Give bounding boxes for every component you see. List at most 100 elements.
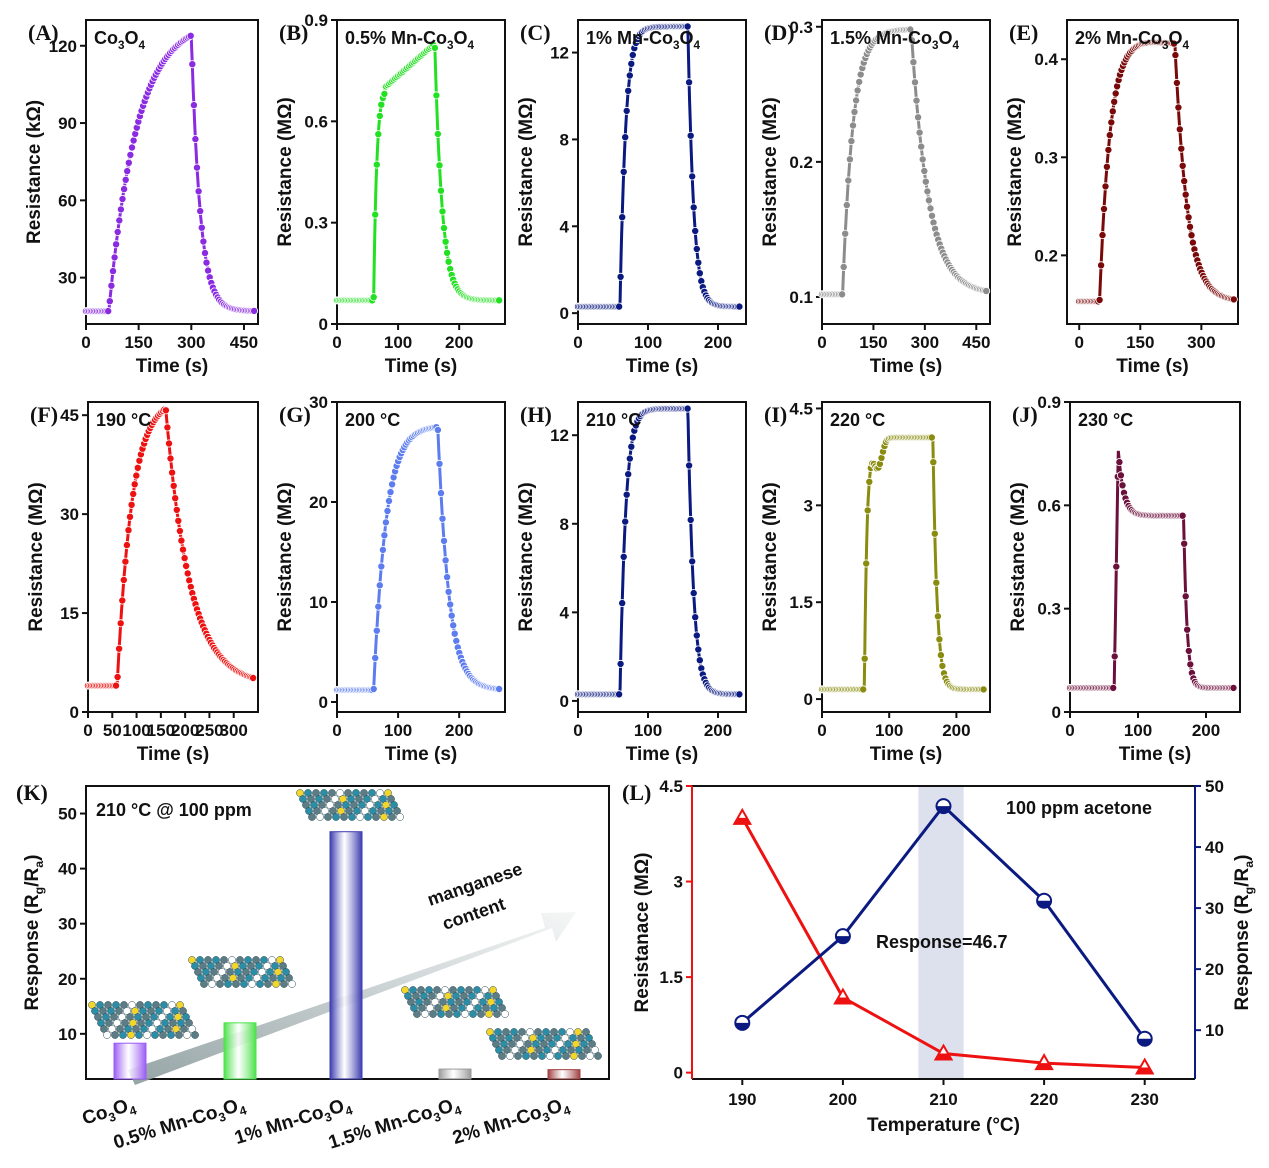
panel-note: 2% Mn-Co3O4	[1075, 28, 1190, 52]
data-point	[1186, 222, 1195, 231]
data-point	[375, 581, 384, 590]
panel-D: 0 150 300 450 0.1 0.2 0.3 Time (s) Resistance (M…	[760, 18, 991, 377]
data-point	[132, 471, 141, 480]
y-tick-label: 4	[560, 603, 570, 622]
data-point	[622, 106, 631, 115]
x-tick-label: 100	[122, 721, 150, 740]
data-point	[621, 517, 630, 526]
data-point	[1181, 592, 1190, 601]
data-point	[1109, 683, 1118, 692]
data-point	[692, 244, 701, 253]
panel-label: (L)	[622, 780, 651, 805]
y-axis-label: Resistance (MΩ)	[516, 97, 537, 246]
data-point	[185, 576, 194, 585]
y-tick-label: 1.5	[789, 593, 813, 612]
data-point	[909, 58, 918, 67]
data-point	[171, 494, 180, 503]
x-tick-label: 200	[704, 721, 732, 740]
y-left-tick-label: 4.5	[659, 777, 683, 796]
data-point	[838, 290, 847, 299]
data-point	[127, 143, 136, 152]
data-point	[115, 216, 124, 225]
data-point	[116, 619, 125, 628]
y-tick-label: 0.3	[1034, 148, 1058, 167]
data-point	[915, 128, 924, 137]
panel-I: 0 100 200 0 1.5 3 4.5 Time (s) Resistance (MΩ) (I…	[760, 399, 991, 765]
data-point	[920, 166, 929, 175]
data-point	[372, 626, 381, 635]
data-point	[115, 644, 124, 653]
data-point	[1170, 39, 1179, 48]
x-tick-label: 300	[1187, 333, 1215, 352]
x-tick-label: 250	[195, 721, 223, 740]
data-point	[369, 293, 378, 302]
data-point	[123, 167, 132, 176]
x-axis-label: Time (s)	[626, 356, 699, 377]
data-point	[683, 404, 692, 413]
data-point	[375, 111, 384, 120]
x-tick-label: 0	[83, 721, 92, 740]
data-point	[443, 248, 452, 257]
x-axis-label: Time (s)	[1119, 744, 1192, 765]
panel-note: 210 °C @ 100 ppm	[96, 800, 252, 820]
plot-frame	[821, 401, 991, 713]
data-point	[386, 488, 395, 497]
y-tick-label: 12	[550, 426, 569, 445]
data-point	[929, 458, 938, 467]
data-point	[202, 258, 211, 267]
data-point	[113, 673, 122, 682]
x-tick-label: 150	[859, 333, 887, 352]
panel-label: (K)	[16, 780, 48, 805]
data-point	[1104, 145, 1113, 154]
data-point	[1172, 78, 1181, 87]
bar	[438, 1068, 472, 1080]
data-point	[378, 545, 387, 554]
panel-note: Co3O4	[94, 28, 146, 52]
data-point	[1184, 646, 1193, 655]
plot-frame	[577, 401, 747, 713]
x-tick-label: 200	[171, 721, 199, 740]
panel-note: 1% Mn-Co3O4	[586, 28, 701, 52]
x-tick-label: 100	[875, 721, 903, 740]
data-point	[126, 150, 135, 159]
y-tick-label: 0	[319, 315, 328, 334]
response-curve	[337, 425, 501, 692]
data-point	[923, 187, 932, 196]
panel-label: (D)	[764, 20, 795, 45]
data-point	[1177, 144, 1186, 153]
data-point	[1174, 103, 1183, 112]
y-right-tick-label: 10	[1205, 1021, 1224, 1040]
panel-L: 190 200 210 220 230 0 1.5 3 4.5 10 20 30 40 50 (L) 100 …	[622, 777, 1224, 1136]
y-tick-label: 30	[309, 393, 328, 412]
data-point	[853, 86, 862, 95]
data-point	[180, 554, 189, 563]
panel-label: (G)	[279, 402, 311, 427]
data-point	[166, 454, 175, 463]
panel-label: (J)	[1012, 402, 1038, 427]
x-tick-label: 200	[1192, 721, 1220, 740]
data-point	[1115, 458, 1124, 467]
data-point	[695, 269, 704, 278]
panel-J: 0 100 200 0 0.3 0.6 0.9 Time (s) Resistance (MΩ)…	[1008, 393, 1241, 765]
data-point	[689, 589, 698, 598]
data-point	[1187, 231, 1196, 240]
data-point	[113, 227, 122, 236]
data-point	[1180, 539, 1189, 548]
data-point	[435, 161, 444, 170]
highlight-band	[918, 787, 964, 1078]
x-axis-label: Time (s)	[870, 356, 943, 377]
data-point	[982, 286, 991, 295]
y-tick-label: 0.1	[789, 288, 813, 307]
y-tick-label: 12	[550, 44, 569, 63]
data-point	[619, 552, 628, 561]
data-point	[1110, 97, 1119, 106]
data-point	[384, 496, 393, 505]
data-point	[388, 480, 397, 489]
data-point	[865, 477, 874, 486]
x-tick-label: 300	[911, 333, 939, 352]
data-point	[112, 681, 121, 690]
data-point	[914, 113, 923, 122]
x-tick-label: 220	[1030, 1090, 1058, 1109]
data-point	[435, 459, 444, 468]
response-curve	[822, 28, 988, 296]
